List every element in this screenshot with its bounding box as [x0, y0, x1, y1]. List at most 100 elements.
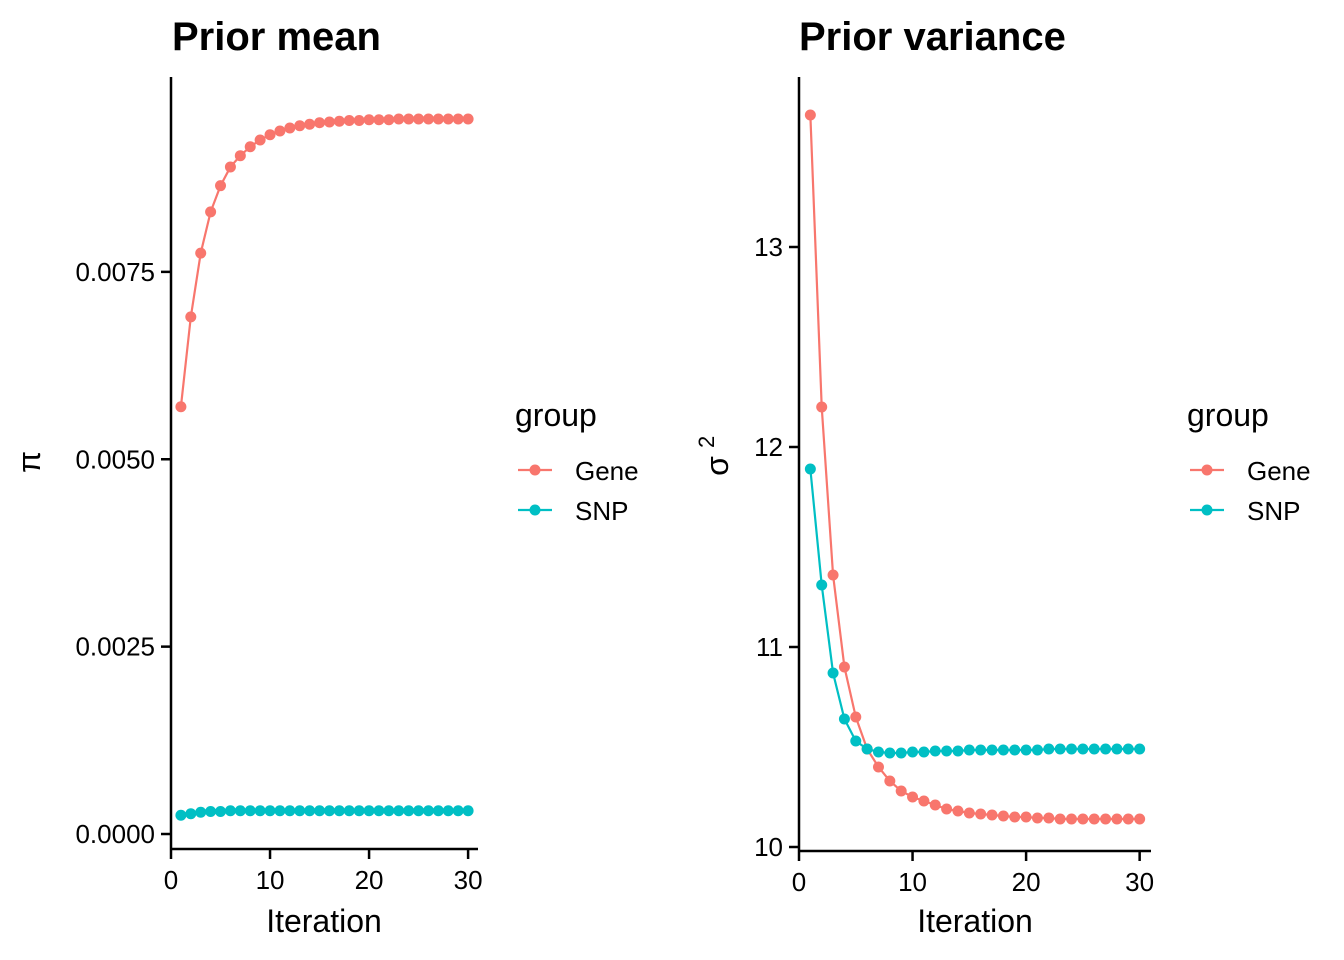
data-point-snp [918, 746, 930, 758]
data-point-snp [462, 805, 474, 817]
y-axis-title-exponent: 2 [694, 436, 719, 448]
x-tick-label: 0 [164, 865, 178, 895]
data-point-snp [215, 806, 227, 818]
data-point-snp [393, 805, 405, 817]
x-axis-title: Iteration [266, 903, 382, 939]
data-point-gene [304, 118, 316, 130]
x-tick-label: 10 [898, 867, 927, 897]
data-point-snp [872, 746, 884, 758]
data-point-snp [1066, 743, 1078, 755]
data-point-snp [314, 805, 326, 817]
legend-key-gene-point [1201, 464, 1213, 476]
data-point-gene [314, 117, 326, 129]
data-point-snp [1100, 743, 1112, 755]
data-point-snp [234, 805, 246, 817]
data-point-gene [1122, 813, 1134, 825]
data-point-gene [816, 401, 828, 413]
data-point-gene [1111, 813, 1123, 825]
y-tick-label: 12 [754, 432, 783, 462]
data-point-gene [244, 141, 256, 153]
data-point-snp [452, 805, 464, 817]
data-point-gene [1134, 813, 1146, 825]
data-point-gene [1031, 812, 1043, 824]
y-tick-label: 10 [754, 832, 783, 862]
legend-key-snp-point [1201, 504, 1213, 516]
data-point-snp [895, 747, 907, 759]
data-point-gene [952, 805, 964, 817]
data-point-snp [952, 745, 964, 757]
data-point-snp [284, 805, 296, 817]
data-point-gene [1100, 813, 1112, 825]
data-point-gene [274, 125, 286, 137]
data-point-snp [1111, 743, 1123, 755]
data-point-gene [1066, 813, 1078, 825]
legend-label-snp: SNP [575, 496, 628, 526]
data-point-snp [1134, 743, 1146, 755]
data-point-gene [205, 206, 217, 218]
data-point-snp [254, 805, 266, 817]
data-point-snp [343, 805, 355, 817]
x-axis-title: Iteration [917, 903, 1033, 939]
data-point-gene [1043, 812, 1055, 824]
data-point-gene [1077, 813, 1089, 825]
x-tick-label: 20 [355, 865, 384, 895]
data-point-gene [284, 122, 296, 134]
data-point-gene [373, 114, 385, 126]
data-point-gene [333, 115, 345, 127]
series-line-snp [809, 468, 1140, 755]
series-line-gene [179, 117, 469, 407]
legend-label-snp: SNP [1247, 496, 1300, 526]
data-point-gene [383, 114, 395, 126]
x-tick-label: 0 [792, 867, 806, 897]
data-point-snp [1122, 743, 1134, 755]
data-point-gene [997, 810, 1009, 822]
data-point-snp [244, 805, 256, 817]
data-point-gene [1088, 813, 1100, 825]
data-point-gene [804, 109, 816, 121]
data-point-snp [294, 805, 306, 817]
data-point-gene [963, 807, 975, 819]
data-point-gene [827, 569, 839, 581]
data-point-gene [175, 401, 187, 413]
data-point-snp [997, 744, 1009, 756]
y-tick-label: 11 [756, 632, 783, 662]
x-tick-label: 20 [1012, 867, 1041, 897]
data-point-gene [872, 761, 884, 773]
data-point-snp [929, 745, 941, 757]
data-point-gene [294, 120, 306, 132]
data-point-gene [195, 247, 207, 259]
data-point-snp [861, 743, 873, 755]
data-point-gene [403, 113, 415, 125]
prior-variance-panel: Prior variance 10 11 12 13 0 10 20 30 Iteratio… [694, 15, 1311, 939]
data-point-snp [442, 805, 454, 817]
data-point-gene [850, 711, 862, 723]
data-point-gene [941, 803, 953, 815]
x-tick-label: 30 [454, 865, 483, 895]
data-point-snp [975, 744, 987, 756]
y-axis-title: σ 2 [694, 436, 735, 476]
data-point-snp [1020, 744, 1032, 756]
data-point-snp [816, 579, 828, 591]
prior-mean-panel: Prior mean 0.0000 0.0025 0.0050 0.0075 0 10 2… [11, 15, 639, 939]
data-point-gene [1054, 813, 1066, 825]
data-point-gene [254, 134, 266, 146]
data-point-snp [403, 805, 415, 817]
data-point-gene [838, 661, 850, 673]
data-point-gene [975, 808, 987, 820]
data-point-snp [963, 744, 975, 756]
legend-label-gene: Gene [1247, 456, 1311, 486]
data-point-gene [884, 775, 896, 787]
x-tick-label: 30 [1125, 867, 1154, 897]
data-point-snp [1009, 744, 1021, 756]
data-point-snp [941, 745, 953, 757]
data-point-gene [353, 114, 365, 126]
data-point-gene [393, 113, 405, 125]
data-point-gene [413, 113, 425, 125]
data-point-gene [234, 150, 246, 162]
data-point-snp [884, 747, 896, 759]
data-point-snp [907, 746, 919, 758]
data-point-gene [986, 809, 998, 821]
y-tick-label: 13 [754, 232, 783, 262]
data-point-gene [422, 113, 434, 125]
